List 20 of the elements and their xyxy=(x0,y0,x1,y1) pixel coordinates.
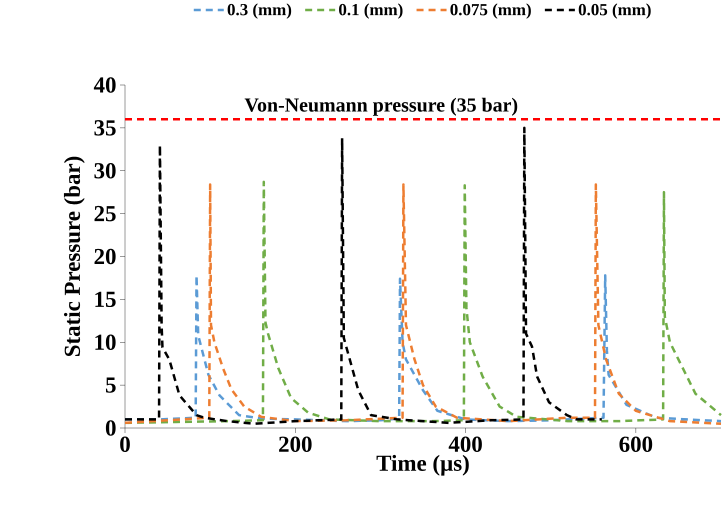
legend-label: 0.075 (mm) xyxy=(450,3,531,19)
y-tick-label: 0 xyxy=(106,420,116,436)
y-tick-label: 35 xyxy=(94,120,116,136)
y-tick-label: 5 xyxy=(106,378,116,393)
y-tick-label: 20 xyxy=(94,248,116,264)
y-tick-label: 10 xyxy=(95,334,116,350)
y-tick-label: 25 xyxy=(94,206,116,222)
x-tick-label: 600 xyxy=(619,436,652,452)
y-tick-label: 15 xyxy=(95,292,116,308)
x-tick-label: 200 xyxy=(279,436,312,452)
y-tick-label: 30 xyxy=(94,163,116,178)
y-axis-title: Static Pressure (bar) xyxy=(64,156,85,356)
x-tick-label: 400 xyxy=(448,436,482,452)
legend-label: 0.3 (mm) xyxy=(228,3,292,19)
y-tick-label: 40 xyxy=(94,77,116,93)
x-axis-title: Time (µs) xyxy=(376,454,469,476)
x-tick-label: 0 xyxy=(120,436,130,452)
ref-line-label: Von-Neumann pressure (35 bar) xyxy=(244,98,518,116)
legend-label: 0.05 (mm) xyxy=(578,3,651,19)
legend-label: 0.1 (mm) xyxy=(339,3,403,19)
